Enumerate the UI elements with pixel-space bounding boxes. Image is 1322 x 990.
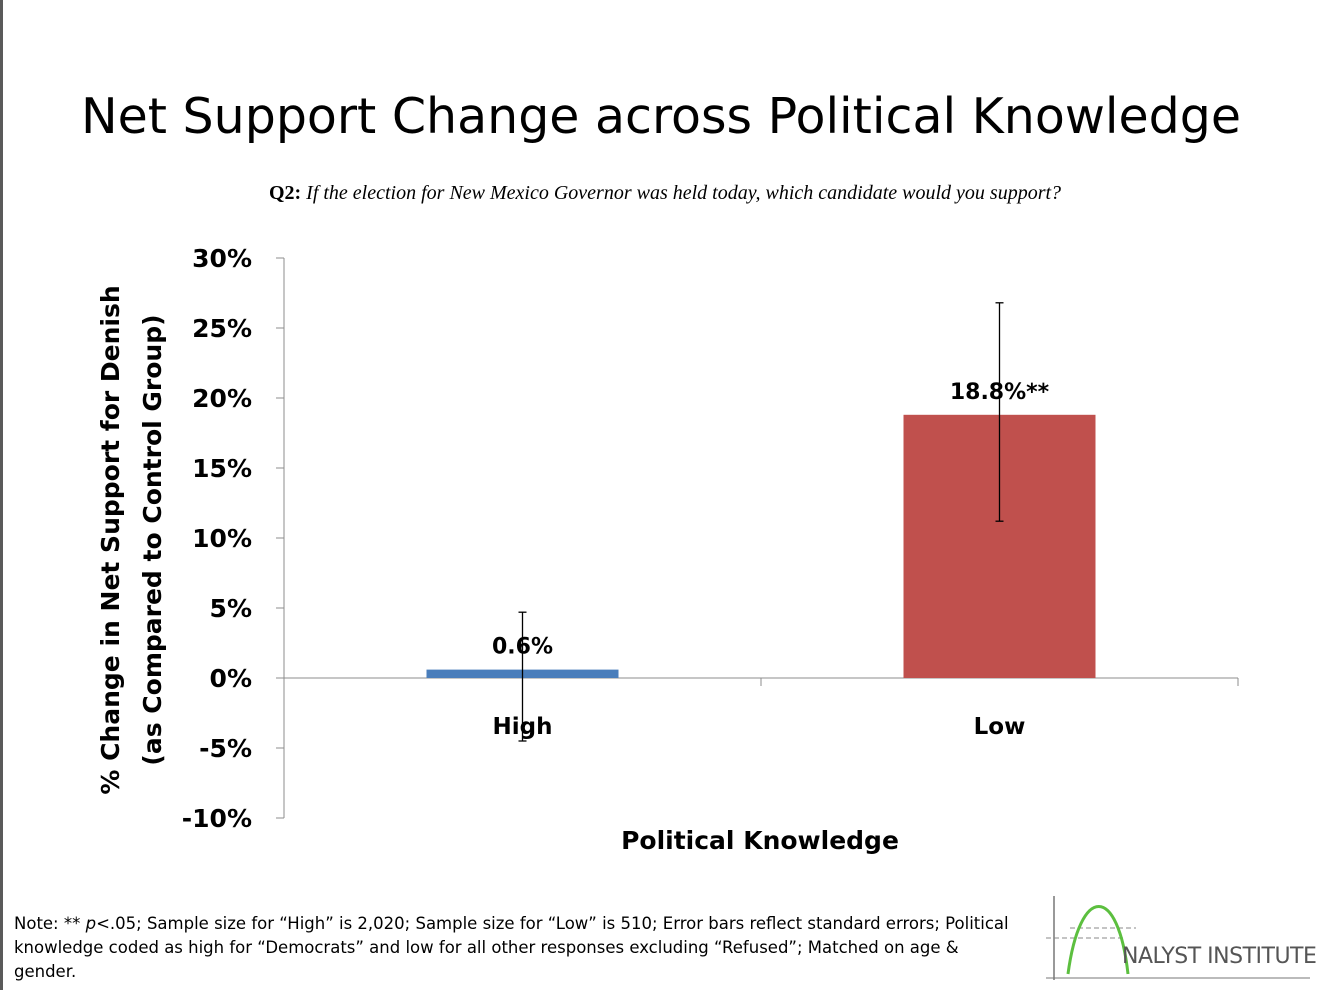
footnote-p-symbol: p xyxy=(85,914,97,933)
footnote-text: <.05; Sample size for “High” is 2,020; S… xyxy=(14,914,1009,981)
footnote-prefix: Note: ** xyxy=(14,914,86,933)
logo-text: NALYST INSTITUTE xyxy=(1122,944,1317,969)
y-axis-title-line1: % Change in Net Support for Denish xyxy=(96,285,125,795)
y-tick-label: 10% xyxy=(192,524,252,553)
chart-labels: 30% 25% 20% 15% 10% 5% 0% -5% -10% High 0.6% Low 18.… xyxy=(182,244,1050,833)
y-tick-label: 20% xyxy=(192,384,252,413)
y-axis-title-line2: (as Compared to Control Group) xyxy=(138,314,167,766)
footnote: Note: ** p<.05; Sample size for “High” i… xyxy=(14,912,1014,984)
chart-subtitle: Q2: If the election for New Mexico Gover… xyxy=(0,182,1322,205)
left-border-line xyxy=(0,0,3,990)
x-axis-title: Political Knowledge xyxy=(621,826,899,855)
y-tick-label: -10% xyxy=(182,804,252,833)
chart-title: Net Support Change across Political Know… xyxy=(80,88,1242,145)
data-label: 18.8%** xyxy=(950,380,1050,405)
x-category-label: High xyxy=(493,714,553,740)
subtitle-question-number: Q2: xyxy=(268,182,302,204)
y-tick-label: 0% xyxy=(210,664,252,693)
y-tick-label: 25% xyxy=(192,314,252,343)
y-tick-label: 15% xyxy=(192,454,252,483)
subtitle-question-text: If the election for New Mexico Governor … xyxy=(306,182,1062,204)
y-axis-title: % Change in Net Support for Denish (as Co… xyxy=(90,285,174,794)
data-label: 0.6% xyxy=(492,635,553,660)
y-tick-label: 30% xyxy=(192,244,252,273)
analyst-institute-logo-icon xyxy=(1046,896,1310,980)
y-tick-label: -5% xyxy=(199,734,252,763)
x-category-label: Low xyxy=(974,714,1026,740)
y-tick-label: 5% xyxy=(210,594,252,623)
chart-error-bars xyxy=(518,302,1004,742)
